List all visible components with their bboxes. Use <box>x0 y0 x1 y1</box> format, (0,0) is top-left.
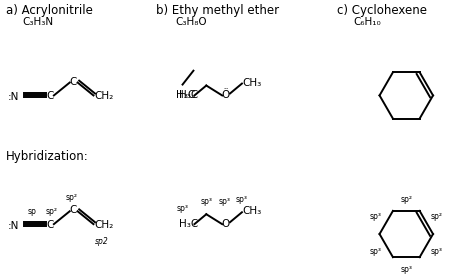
Text: CH₃: CH₃ <box>242 206 261 216</box>
Text: sp³: sp³ <box>236 195 248 204</box>
Text: C: C <box>70 205 77 215</box>
Text: C: C <box>46 220 53 230</box>
Text: C₃H₃N: C₃H₃N <box>22 17 53 27</box>
Text: CH₂: CH₂ <box>94 91 114 101</box>
Text: CH₃: CH₃ <box>242 78 261 88</box>
Text: sp³: sp³ <box>218 197 230 206</box>
Text: :N: :N <box>7 221 18 231</box>
Text: C₃H₈O: C₃H₈O <box>176 17 207 27</box>
Text: Ö: Ö <box>221 90 229 101</box>
Text: c) Cyclohexene: c) Cyclohexene <box>337 4 427 17</box>
Text: sp²: sp² <box>46 207 58 216</box>
Text: CH₂: CH₂ <box>94 220 114 230</box>
Text: a) Acrylonitrile: a) Acrylonitrile <box>6 4 93 17</box>
Text: H₃C: H₃C <box>179 90 198 101</box>
Text: sp2: sp2 <box>94 237 108 246</box>
Text: sp: sp <box>27 207 36 216</box>
Text: b) Ethy methyl ether: b) Ethy methyl ether <box>156 4 279 17</box>
Text: H₃C: H₃C <box>176 90 195 101</box>
Text: H₃C: H₃C <box>179 219 198 229</box>
Text: sp³: sp³ <box>370 212 382 221</box>
Text: Hybridization:: Hybridization: <box>6 150 89 163</box>
Text: sp³: sp³ <box>370 247 382 256</box>
Text: C: C <box>70 76 77 87</box>
Text: C: C <box>46 91 53 101</box>
Text: sp³: sp³ <box>177 204 189 213</box>
Text: O: O <box>221 219 229 229</box>
Text: sp³: sp³ <box>430 247 443 256</box>
Text: sp²: sp² <box>66 193 78 202</box>
Text: :N: :N <box>7 93 18 102</box>
Text: sp²: sp² <box>430 212 443 221</box>
Text: sp³: sp³ <box>400 265 412 274</box>
Text: sp³: sp³ <box>201 197 212 206</box>
Text: sp²: sp² <box>400 194 412 204</box>
Text: C₆H₁₀: C₆H₁₀ <box>354 17 382 27</box>
